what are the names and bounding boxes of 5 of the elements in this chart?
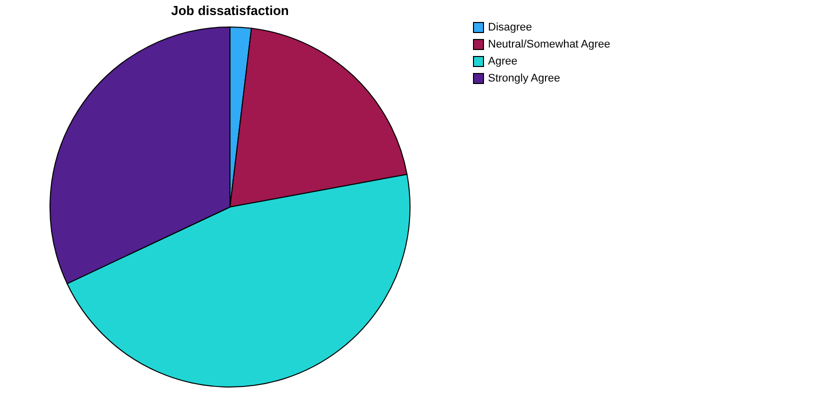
legend-label: Neutral/Somewhat Agree [488,38,610,50]
legend-label: Disagree [488,22,532,34]
legend-label: Strongly Agree [488,72,560,84]
legend-label: Agree [488,56,518,68]
chart-title: Job dissatisfaction [171,3,289,18]
